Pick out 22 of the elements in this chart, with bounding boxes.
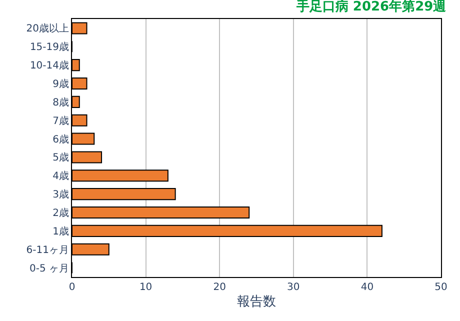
y-tick-label: 2歳 — [52, 207, 69, 219]
x-tick-label: 50 — [434, 282, 448, 293]
y-tick-label: 20歳以上 — [26, 22, 69, 35]
y-tick-label: 10-14歳 — [30, 60, 69, 72]
x-axis-title: 報告数 — [237, 294, 276, 310]
x-tick-label: 0 — [68, 282, 76, 293]
y-tick-label: 1歳 — [52, 225, 69, 238]
y-tick-label: 3歳 — [52, 188, 69, 201]
y-tick-label: 5歳 — [52, 152, 69, 164]
x-tick-label: 20 — [213, 282, 226, 293]
x-tick-label: 10 — [139, 282, 152, 293]
chart-title: 手足口病 2026年第29週 — [295, 0, 448, 15]
y-tick-label: 8歳 — [52, 96, 69, 108]
x-tick-label: 30 — [287, 282, 300, 293]
y-tick-label: 15-19歳 — [30, 41, 69, 54]
y-tick-label: 6歳 — [52, 133, 69, 146]
y-tick-label: 4歳 — [52, 170, 69, 182]
x-tick-label: 40 — [360, 282, 374, 293]
y-tick-label: 0-5 ヶ月 — [29, 263, 69, 274]
y-tick-label: 7歳 — [52, 114, 69, 127]
y-tick-label: 9歳 — [52, 78, 69, 90]
y-tick-label: 6-11ヶ月 — [26, 244, 69, 256]
